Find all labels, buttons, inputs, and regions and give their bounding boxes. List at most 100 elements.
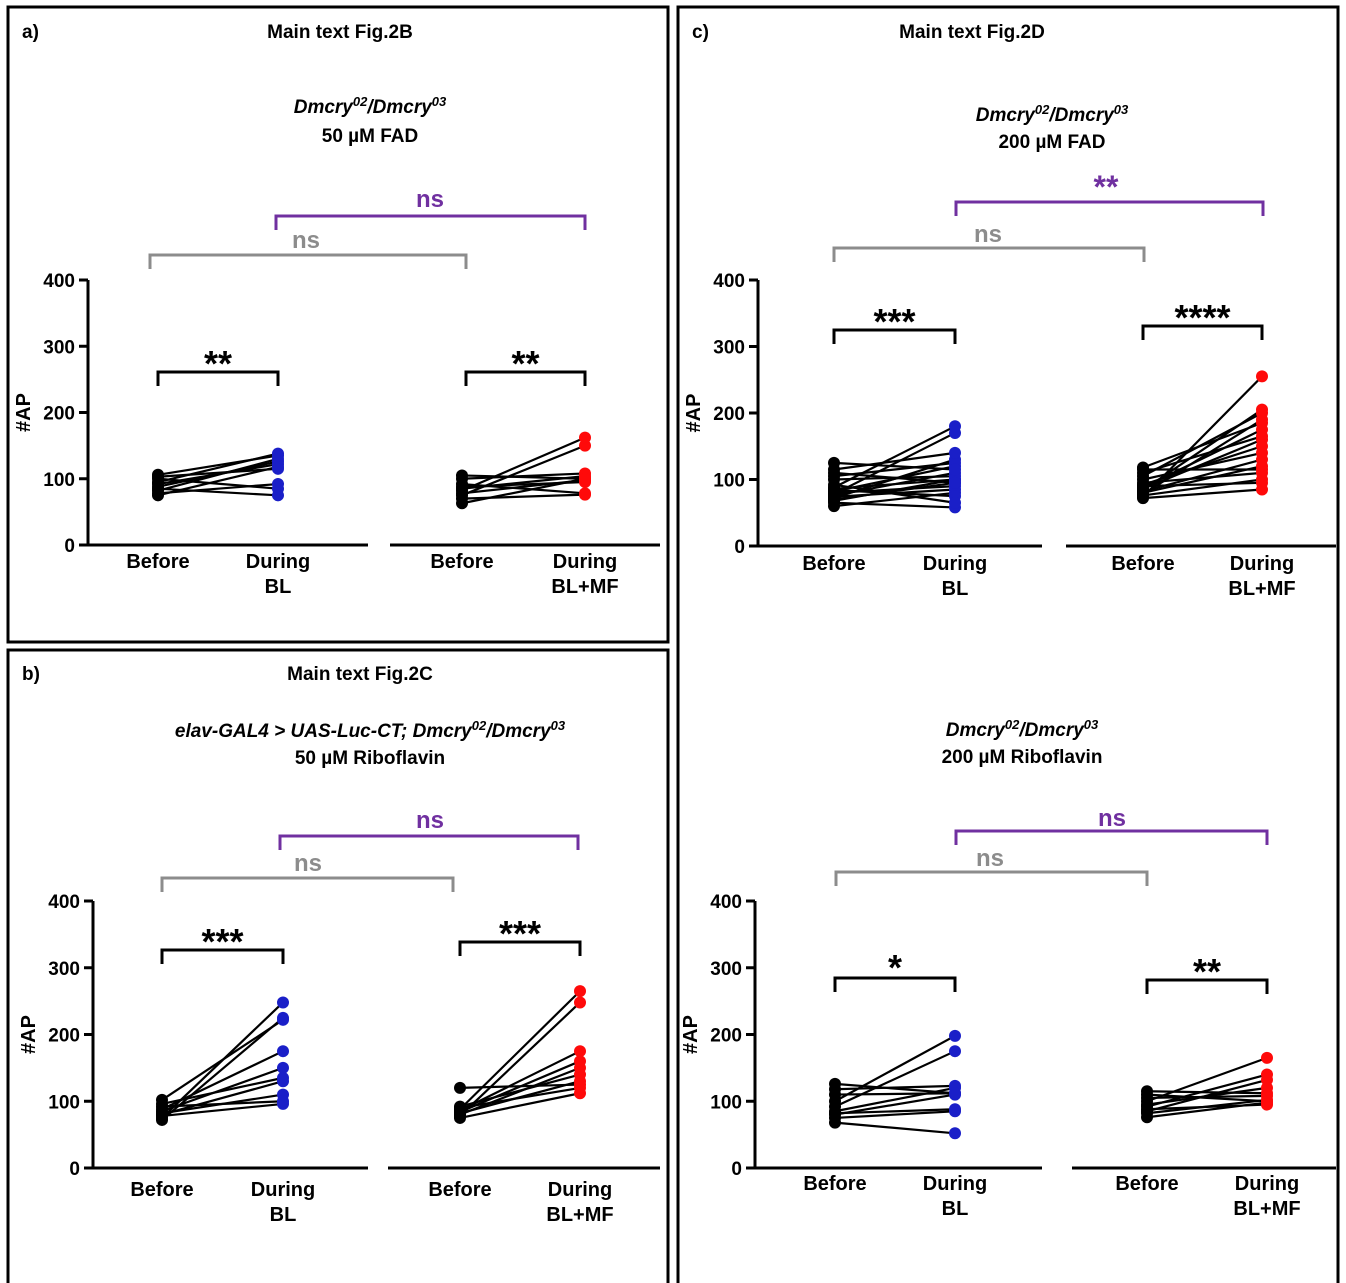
paired-line bbox=[1142, 481, 1263, 488]
significance-bracket bbox=[1141, 324, 1264, 340]
paired-line bbox=[459, 1073, 581, 1108]
significance-bracket bbox=[156, 370, 280, 386]
x-category-label: Before bbox=[130, 1179, 193, 1201]
paired-line bbox=[157, 487, 279, 497]
x-category-line: Before bbox=[126, 551, 189, 573]
during-point bbox=[1261, 1087, 1273, 1100]
x-category-label: During BL bbox=[246, 551, 310, 598]
genotype-label: elav-GAL4 > UAS-Luc-CT; Dmcry02/Dmcry03 bbox=[175, 718, 566, 742]
before-point bbox=[1137, 461, 1149, 474]
comparison-bracket bbox=[274, 214, 587, 230]
paired-line bbox=[157, 482, 279, 495]
during-point bbox=[277, 1095, 289, 1108]
paired-line bbox=[833, 451, 956, 471]
x-category-label: During BL bbox=[923, 1173, 987, 1220]
significance-bracket bbox=[464, 370, 587, 386]
paired-line bbox=[1142, 421, 1263, 469]
y-tick-label: 300 bbox=[43, 337, 75, 358]
paired-line bbox=[157, 477, 279, 490]
panel-a-border bbox=[6, 5, 670, 644]
during-point bbox=[1256, 463, 1268, 476]
before-point bbox=[454, 1081, 466, 1094]
x-category-label: Before bbox=[126, 551, 189, 573]
x-category-line: During bbox=[923, 553, 987, 575]
paired-line bbox=[161, 1100, 284, 1108]
genotype-part: /Dmcry bbox=[485, 721, 552, 742]
y-axis-label: #AP bbox=[680, 1015, 702, 1054]
x-category-line: BL+MF bbox=[546, 1204, 613, 1226]
x-category-line: Before bbox=[802, 553, 865, 575]
significance-label: ** bbox=[1193, 951, 1221, 992]
paired-line bbox=[1146, 1093, 1268, 1103]
x-category-line: BL+MF bbox=[1233, 1198, 1300, 1220]
during-point bbox=[949, 446, 961, 459]
paired-line bbox=[834, 1110, 956, 1120]
genotype-part: Dmcry bbox=[976, 105, 1037, 126]
paired-line bbox=[161, 1066, 284, 1113]
during-point bbox=[949, 1087, 961, 1100]
paired-line bbox=[161, 1102, 284, 1118]
during-point bbox=[1261, 1068, 1273, 1081]
x-category-line: BL+MF bbox=[1228, 578, 1295, 600]
x-category-line: BL+MF bbox=[551, 576, 618, 598]
y-tick-label: 300 bbox=[48, 959, 80, 980]
significance-label: ** bbox=[511, 343, 539, 384]
paired-line bbox=[157, 454, 279, 476]
during-point bbox=[1261, 1051, 1273, 1064]
comparison-label: ns bbox=[1098, 805, 1126, 832]
x-category-line: BL bbox=[270, 1204, 297, 1226]
paired-line bbox=[833, 481, 956, 501]
significance-label: ** bbox=[204, 343, 232, 384]
paired-line bbox=[459, 1001, 581, 1117]
genotype-part: elav-GAL4 > UAS-Luc-CT; Dmcry bbox=[175, 721, 473, 742]
significance-bracket bbox=[1145, 978, 1269, 994]
paired-line bbox=[834, 1050, 956, 1108]
comparison-label: ns bbox=[974, 221, 1002, 248]
y-axis-label: #AP bbox=[13, 393, 35, 432]
significance-label: *** bbox=[873, 301, 915, 342]
chart-1: a) Main text Fig.2B Dmcry02/Dmcry03 50 µM F… bbox=[13, 22, 660, 598]
during-point bbox=[949, 1127, 961, 1140]
panel-heading: Main text Fig.2D bbox=[899, 22, 1045, 43]
significance-bracket bbox=[458, 940, 582, 956]
panel-heading: Main text Fig.2B bbox=[267, 22, 413, 43]
during-point bbox=[272, 482, 284, 495]
genotype-part: 03 bbox=[1114, 102, 1129, 117]
chart-4: Dmcry02/Dmcry03 200 µM Riboflavin ns ns 0 100… bbox=[680, 717, 1336, 1220]
during-point bbox=[949, 1029, 961, 1042]
paired-line bbox=[833, 471, 956, 484]
y-tick-label: 200 bbox=[43, 404, 75, 425]
x-category-label: Before bbox=[803, 1173, 866, 1195]
paired-line bbox=[459, 1092, 581, 1120]
genotype-part: 02 bbox=[1035, 102, 1050, 117]
y-tick-label: 300 bbox=[710, 959, 742, 980]
during-point bbox=[277, 1061, 289, 1074]
paired-line bbox=[459, 1083, 581, 1089]
y-axis-label: #AP bbox=[18, 1015, 40, 1054]
during-point bbox=[574, 1078, 586, 1091]
comparison-bracket bbox=[160, 876, 455, 892]
comparison-bracket bbox=[834, 870, 1149, 886]
comparison-bracket bbox=[954, 200, 1265, 216]
during-point bbox=[1256, 407, 1268, 419]
x-category-label: Before bbox=[1115, 1173, 1178, 1195]
panel-c-border bbox=[676, 5, 1340, 1283]
y-tick-label: 200 bbox=[710, 1026, 742, 1047]
during-point bbox=[579, 431, 591, 444]
paired-line bbox=[834, 1121, 956, 1135]
y-tick-label: 0 bbox=[734, 537, 745, 558]
paired-line bbox=[833, 461, 956, 471]
x-category-label: During BL+MF bbox=[546, 1179, 613, 1226]
paired-line bbox=[1146, 1103, 1268, 1111]
genotype-label: Dmcry02/Dmcry03 bbox=[946, 717, 1099, 741]
genotype-label: Dmcry02/Dmcry03 bbox=[294, 94, 447, 118]
during-point bbox=[579, 487, 591, 500]
y-tick-label: 100 bbox=[710, 1092, 742, 1113]
condition-label: 50 µM Riboflavin bbox=[295, 748, 445, 769]
y-tick-label: 300 bbox=[713, 338, 745, 359]
x-category-line: During bbox=[923, 1173, 987, 1195]
condition-label: 50 µM FAD bbox=[322, 126, 418, 147]
x-category-label: During BL+MF bbox=[551, 551, 618, 598]
y-tick-label: 100 bbox=[48, 1092, 80, 1113]
paired-line bbox=[161, 1018, 284, 1101]
